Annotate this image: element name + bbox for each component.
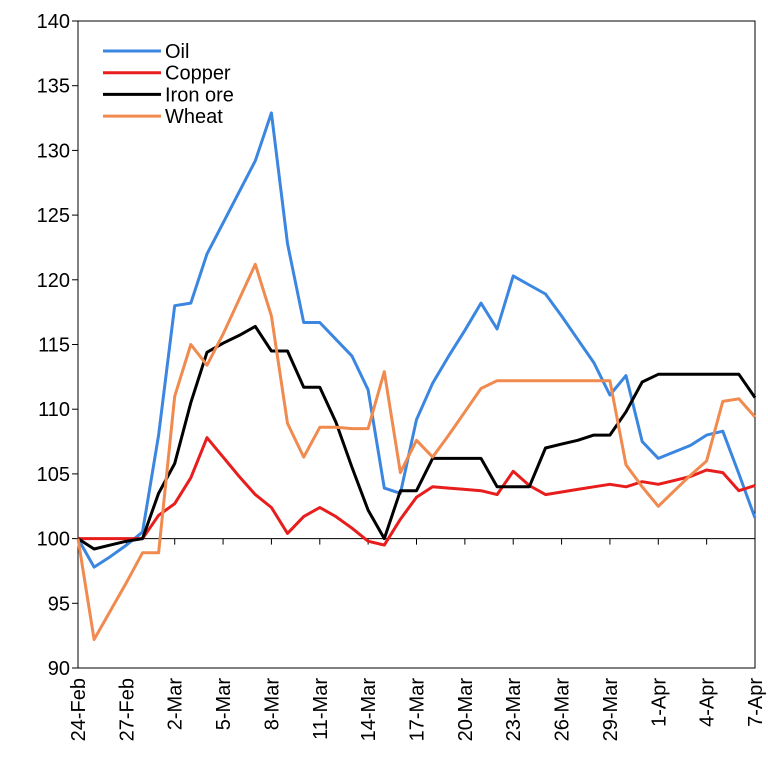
x-tick-label: 2-Mar: [165, 678, 187, 731]
x-tick-label: 23-Mar: [503, 678, 525, 742]
y-tick-label: 120: [37, 270, 70, 292]
x-tick-label: 17-Mar: [407, 678, 429, 742]
x-tick-label: 20-Mar: [455, 678, 477, 742]
y-tick-label: 125: [37, 205, 70, 227]
x-tick-label: 27-Feb: [116, 678, 138, 741]
legend-label: Iron ore: [165, 84, 234, 106]
legend-label: Copper: [165, 63, 231, 85]
series-line: [78, 436, 756, 547]
y-tick-label: 135: [37, 76, 70, 98]
x-tick-label: 1-Apr: [648, 678, 670, 727]
y-tick-label: 130: [37, 140, 70, 162]
y-tick-label: 95: [48, 593, 70, 615]
series-line: [76, 262, 757, 641]
legend-label: Oil: [165, 41, 189, 63]
series-line: [77, 324, 757, 551]
y-tick-label: 110: [38, 399, 70, 421]
legend-label: Wheat: [165, 106, 223, 128]
x-tick-label: 11-Mar: [310, 678, 332, 740]
series-line: [76, 111, 757, 569]
y-tick-label: 140: [37, 11, 70, 33]
y-tick-label: 105: [37, 464, 70, 486]
x-tick-label: 14-Mar: [358, 678, 380, 742]
y-tick-label: 100: [37, 529, 70, 551]
y-tick-label: 90: [48, 658, 70, 680]
y-tick-label: 115: [38, 335, 70, 357]
x-tick-label: 8-Mar: [261, 678, 283, 731]
x-tick-label: 7-Apr: [745, 678, 767, 727]
x-tick-label: 29-Mar: [600, 678, 622, 742]
x-tick-label: 4-Apr: [697, 678, 719, 727]
x-tick-label: 26-Mar: [552, 678, 574, 742]
x-tick-label: 24-Feb: [68, 678, 90, 741]
x-tick-label: 5-Mar: [213, 678, 235, 731]
